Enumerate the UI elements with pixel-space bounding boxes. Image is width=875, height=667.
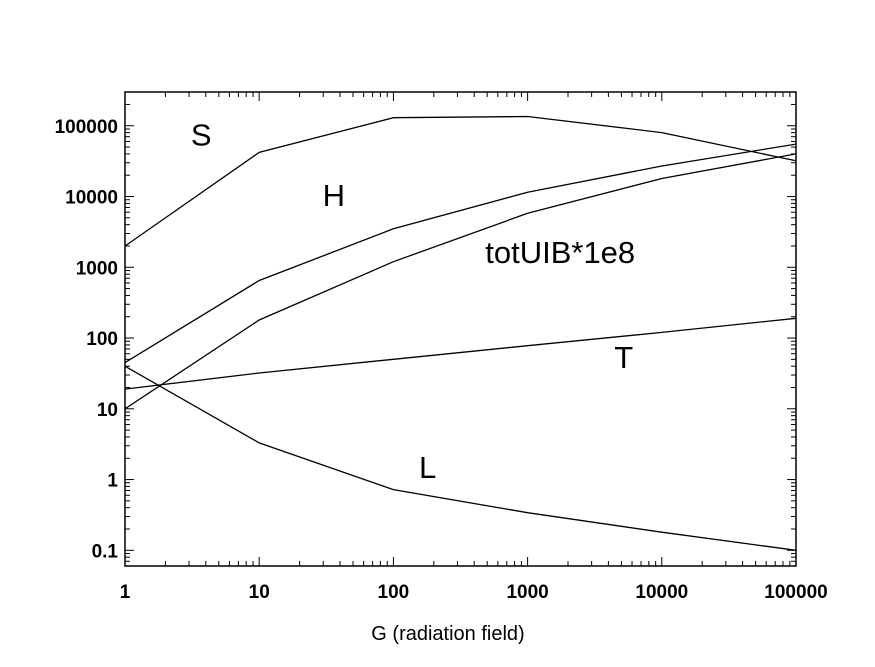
- series-line: [124, 143, 797, 364]
- series-line: [124, 317, 797, 390]
- series-line: [124, 115, 797, 247]
- series-label: S: [191, 117, 212, 152]
- axis-ticks: [124, 91, 797, 567]
- x-tick-label: 1000: [506, 582, 548, 603]
- y-tick-label: 1: [107, 471, 118, 492]
- series-label: totUIB*1e8: [485, 235, 635, 270]
- series-line: [124, 365, 797, 551]
- x-tick-label: 100000: [764, 582, 827, 603]
- series-label: L: [419, 450, 436, 485]
- y-tick-label: 0.1: [92, 541, 119, 562]
- x-tick-label: 1: [120, 582, 131, 603]
- y-tick-label: 10000: [65, 188, 118, 209]
- x-axis-title: G (radiation field): [371, 623, 524, 645]
- chart-frame: [124, 91, 797, 567]
- tick-labels: 1 10 100 1000 10000 100000 100000 10000 1000 100 1…: [55, 117, 828, 603]
- x-tick-label: 100: [378, 582, 410, 603]
- series-lines: [124, 115, 797, 551]
- series-label: T: [614, 340, 633, 375]
- y-tick-label: 100: [86, 329, 118, 350]
- series-line: [124, 153, 797, 410]
- x-tick-label: 10: [249, 582, 270, 603]
- series-label: H: [323, 178, 345, 213]
- y-tick-label: 1000: [76, 258, 118, 279]
- y-tick-label: 10: [97, 400, 118, 421]
- y-tick-label: 100000: [55, 117, 118, 138]
- x-tick-label: 10000: [635, 582, 688, 603]
